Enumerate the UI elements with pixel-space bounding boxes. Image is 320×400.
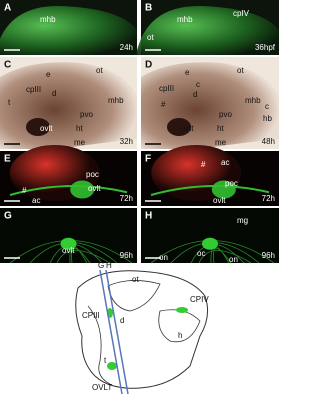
structure-label: ovlt [62, 246, 75, 255]
eye [167, 118, 191, 136]
diagram-label: CPIV [190, 295, 209, 304]
structure-label: d [52, 89, 56, 98]
fiber [212, 248, 232, 264]
cpiv-dot [176, 307, 188, 313]
fiber [71, 248, 91, 264]
panel: E 72h poc ovlt # ac [0, 145, 137, 206]
structure-label: mhb [108, 96, 124, 105]
panel-letter: G [4, 211, 12, 222]
panel: C 32h e ot t cpIII d mhb pvo ovlt ht me [0, 57, 137, 149]
time-label: 32h [120, 137, 133, 146]
diagram-label: OVLT [92, 383, 112, 392]
t-outline [87, 305, 111, 385]
structure-label: mg [237, 216, 248, 225]
diagram-label: t [104, 356, 107, 365]
time-label: 48h [262, 137, 275, 146]
panel-letter: F [145, 154, 151, 165]
time-label: 96h [262, 251, 275, 260]
structure-label: e [46, 70, 51, 79]
diagram-label: G [98, 261, 104, 270]
green-stain [60, 237, 77, 250]
green-tract [150, 185, 270, 196]
structure-label: on [159, 253, 168, 262]
panel-letter: B [145, 3, 152, 14]
structure-label: oc [197, 249, 205, 258]
structure-label: ovlt [88, 184, 101, 193]
structure-label: e [185, 68, 190, 77]
structure-label: mhb [245, 96, 261, 105]
structure-label: cpIII [26, 85, 41, 94]
diagram: G H CPIV CPIII ot d t h OVLT [75, 261, 209, 395]
time-label: 72h [262, 194, 275, 203]
structure-label: mhb [40, 15, 56, 24]
structure-label: pvo [219, 110, 232, 119]
structure-label: d [193, 90, 197, 99]
panels: A 24h mhb B 36hpf mhb cpIV ot C 32h e ot t cpIII d mhb p… [0, 0, 279, 264]
structure-label: ac [32, 196, 40, 205]
time-label: 24h [120, 43, 133, 52]
embryo [0, 5, 137, 55]
section-line-g [99, 269, 123, 395]
structure-label: ot [237, 66, 244, 75]
diagram-label: d [120, 316, 124, 325]
structure-label: cpIII [159, 84, 174, 93]
embryo [136, 5, 279, 55]
panel: G 96h ovlt [0, 208, 137, 264]
figure: A 24h mhb B 36hpf mhb cpIV ot C 32h e ot t cpIII d mhb p… [0, 0, 279, 395]
green-tract [9, 185, 128, 196]
time-label: 96h [120, 251, 133, 260]
structure-label: t [8, 98, 11, 107]
panel: A 24h mhb [0, 0, 137, 55]
structure-label: cpIV [233, 9, 250, 18]
structure-label: ovlt [213, 196, 226, 205]
time-label: 36hpf [255, 43, 276, 52]
brain-outline [107, 280, 161, 312]
structure-label: ovlt [40, 124, 53, 133]
structure-label: poc [225, 179, 238, 188]
structure-label: me [215, 138, 227, 147]
fiber [56, 250, 111, 264]
structure-label: poc [86, 170, 99, 179]
green-stain [211, 180, 236, 199]
structure-label: ht [217, 124, 224, 133]
structure-label: ot [96, 66, 103, 75]
structure-label: # [22, 186, 27, 195]
structure-label: on [229, 255, 238, 264]
diagram-label: ot [132, 275, 139, 284]
panel: F 72h # ac poc ovlt [141, 145, 279, 206]
structure-label: me [74, 138, 86, 147]
eye [26, 118, 50, 136]
panel-letter: H [145, 211, 152, 222]
green-stain [202, 237, 218, 250]
diagram-label: CPIII [82, 311, 100, 320]
structure-label: # [201, 160, 206, 169]
time-label: 72h [120, 194, 133, 203]
panel: B 36hpf mhb cpIV ot [136, 0, 279, 55]
structure-label: ht [76, 124, 83, 133]
fiber [198, 250, 252, 264]
structure-label: c [196, 80, 200, 89]
ovlt-dot [107, 362, 117, 370]
diagram-label: h [178, 331, 182, 340]
panel-letter: C [4, 60, 11, 71]
diagram-label: H [106, 261, 112, 270]
embryo [0, 62, 137, 149]
structure-label: ovlt [181, 124, 194, 133]
structure-label: ot [147, 33, 154, 42]
structure-label: pvo [80, 110, 93, 119]
structure-label: c [265, 102, 269, 111]
structure-label: mhb [177, 15, 193, 24]
section-line-h [105, 269, 129, 395]
structure-label: # [161, 100, 166, 109]
panel: H 96h mg on oc on [141, 208, 279, 264]
green-stain [70, 180, 95, 199]
head-outline [75, 270, 209, 389]
structure-label: hb [263, 114, 272, 123]
panel-letter: A [4, 3, 11, 14]
panel-letter: D [145, 60, 152, 71]
structure-label: ac [221, 158, 229, 167]
panel-letter: E [4, 154, 11, 165]
